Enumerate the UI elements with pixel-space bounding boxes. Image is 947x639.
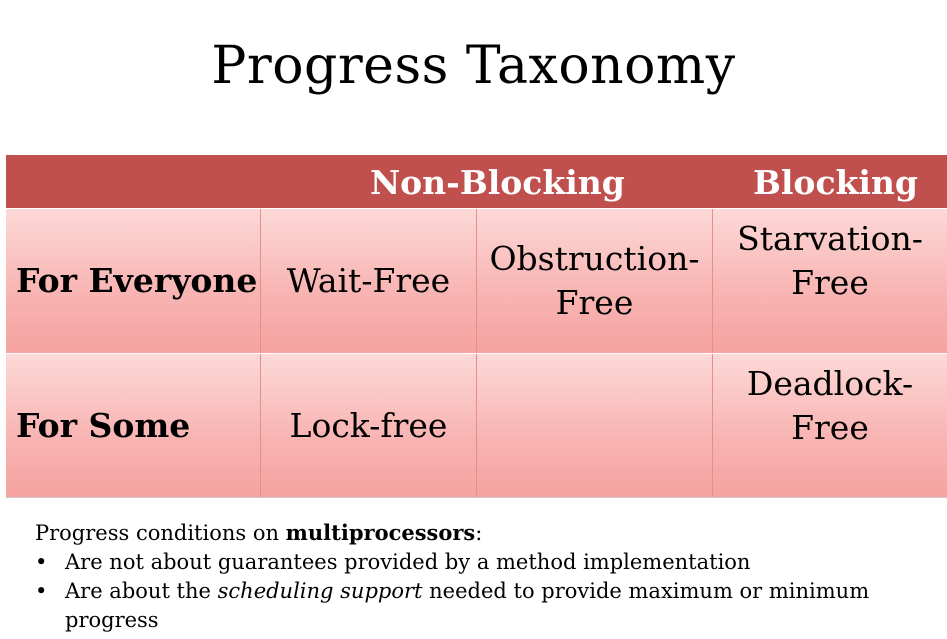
cell-obstruction-free: Obstruction- Free (476, 209, 712, 353)
table-bottom-border (6, 497, 947, 498)
row-label-for-everyone: For Everyone (16, 261, 258, 300)
table-header-row: Non-Blocking Blocking (6, 155, 947, 208)
slide-title: Progress Taxonomy (211, 36, 736, 96)
cell-empty (476, 354, 712, 498)
table-row: For Everyone Wait-Free Obstruction- Free … (6, 208, 947, 353)
list-item: • Are not about guarantees provided by a… (35, 548, 915, 577)
notes-list: • Are not about guarantees provided by a… (35, 548, 915, 635)
row-label-for-some: For Some (16, 406, 191, 445)
table-row: For Some Lock-free Deadlock- Free (6, 353, 947, 498)
notes-block: Progress conditions on multiprocessors: … (35, 518, 915, 635)
cell-deadlock-free: Deadlock- Free (712, 354, 947, 498)
header-blocking: Blocking (753, 163, 918, 202)
list-item: • Are about the scheduling support neede… (35, 579, 870, 632)
header-non-blocking: Non-Blocking (370, 163, 625, 202)
cell-wait-free: Wait-Free (260, 209, 476, 353)
cell-lock-free: Lock-free (260, 354, 476, 498)
cell-starvation-free: Starvation- Free (712, 209, 947, 353)
notes-intro: Progress conditions on multiprocessors: (35, 520, 483, 545)
bullet-icon: • (35, 579, 48, 603)
bullet-icon: • (35, 550, 48, 574)
